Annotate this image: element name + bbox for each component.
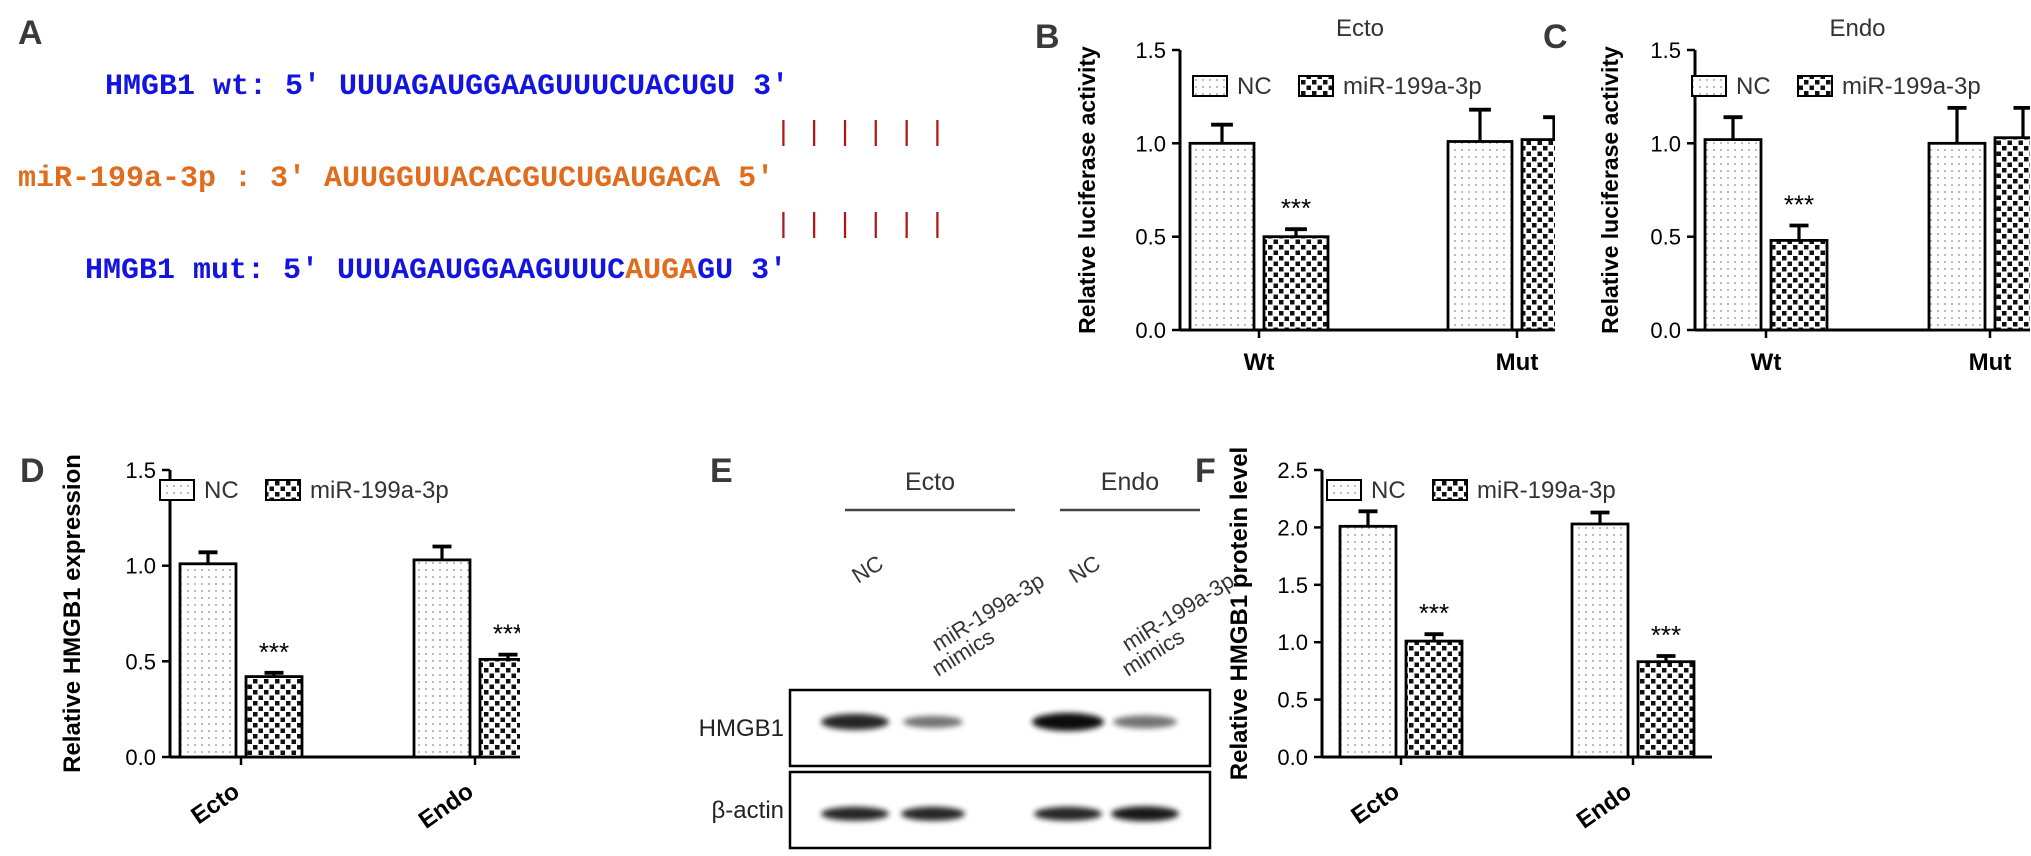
svg-text:0.0: 0.0 [1277,745,1308,770]
svg-text:miR-199a-3p: miR-199a-3p [1343,73,1482,100]
svg-text:***: *** [1651,620,1681,650]
svg-text:miR-199a-3p: miR-199a-3p [1477,477,1616,504]
svg-text:HMGB1: HMGB1 [700,715,784,742]
svg-text:***: *** [1419,598,1449,628]
svg-text:NC: NC [847,550,887,588]
svg-text:Endo: Endo [1101,468,1159,496]
svg-text:Ecto: Ecto [1336,15,1384,42]
svg-text:Ecto: Ecto [186,778,244,830]
svg-text:0.0: 0.0 [125,745,156,770]
svg-text:Mut: Mut [1969,349,2012,376]
svg-text:NC: NC [1064,550,1104,588]
svg-text:Ecto: Ecto [1346,778,1404,830]
svg-text:***: *** [493,619,520,649]
svg-text:β-actin: β-actin [712,797,785,824]
svg-text:2.5: 2.5 [1277,458,1308,483]
svg-text:0.0: 0.0 [1135,318,1166,343]
svg-text:1.0: 1.0 [1650,131,1681,156]
svg-text:0.5: 0.5 [1650,225,1681,250]
svg-text:Mut: Mut [1496,349,1539,376]
svg-text:Relative HMGB1 protein level: Relative HMGB1 protein level [1227,447,1253,780]
svg-text:Endo: Endo [1572,778,1637,835]
svg-text:Relative HMGB1 expression: Relative HMGB1 expression [60,454,86,773]
svg-text:0.5: 0.5 [125,649,156,674]
svg-text:***: *** [259,637,289,667]
svg-text:0.5: 0.5 [1135,225,1166,250]
svg-text:Relative luciferase activity: Relative luciferase activity [1600,46,1623,334]
svg-text:miR-199a-3p: miR-199a-3p [1842,73,1981,100]
svg-text:1.5: 1.5 [125,458,156,483]
svg-text:Endo: Endo [1829,15,1885,42]
svg-text:1.5: 1.5 [1650,38,1681,63]
svg-text:NC: NC [1237,73,1272,100]
svg-text:miR-199a-3p: miR-199a-3p [310,477,449,504]
svg-text:NC: NC [1736,73,1771,100]
svg-text:2.0: 2.0 [1277,515,1308,540]
svg-text:***: *** [1784,190,1814,220]
svg-text:Wt: Wt [1751,349,1782,376]
svg-text:1.0: 1.0 [125,554,156,579]
svg-text:Relative luciferase activity: Relative luciferase activity [1075,46,1100,334]
svg-text:0.5: 0.5 [1277,688,1308,713]
svg-text:1.5: 1.5 [1135,38,1166,63]
svg-text:***: *** [1281,193,1311,223]
svg-text:Endo: Endo [414,778,479,835]
svg-text:0.0: 0.0 [1650,318,1681,343]
svg-text:1.5: 1.5 [1277,573,1308,598]
svg-text:1.0: 1.0 [1277,630,1308,655]
svg-text:Ecto: Ecto [905,468,955,496]
svg-text:1.0: 1.0 [1135,131,1166,156]
svg-text:Wt: Wt [1244,349,1275,376]
svg-text:NC: NC [1371,477,1406,504]
svg-text:NC: NC [204,477,239,504]
